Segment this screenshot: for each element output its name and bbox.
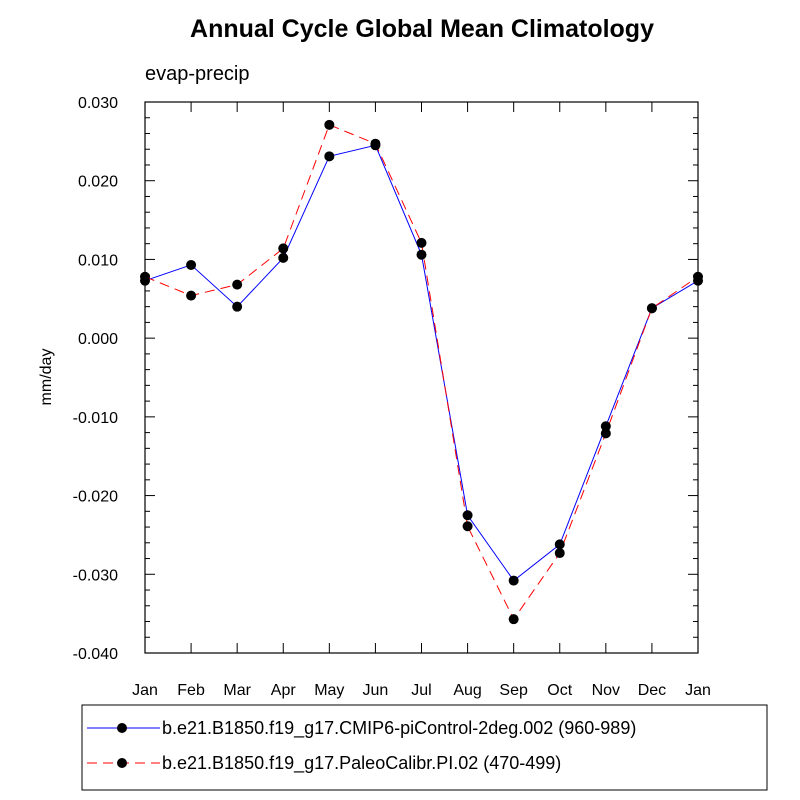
y-tick-label: 0.020 bbox=[78, 174, 118, 191]
data-point-series-2 bbox=[554, 548, 565, 559]
data-point-series-1 bbox=[232, 301, 243, 312]
x-tick-label: Mar bbox=[223, 682, 251, 699]
legend: b.e21.B1850.f19_g17.CMIP6-piControl-2deg… bbox=[81, 704, 768, 791]
x-tick-label: May bbox=[314, 682, 344, 699]
data-point-series-2 bbox=[646, 303, 657, 314]
x-tick-label: Aug bbox=[453, 682, 481, 699]
x-tick-label: Apr bbox=[271, 682, 297, 699]
data-point-series-1 bbox=[278, 252, 289, 263]
y-tick-label: 0.030 bbox=[78, 95, 118, 112]
data-point-series-2 bbox=[370, 138, 381, 149]
x-tick-label: Oct bbox=[547, 682, 572, 699]
x-tick-label: Dec bbox=[638, 682, 666, 699]
y-tick-label: 0.000 bbox=[78, 331, 118, 348]
y-tick-label: -0.040 bbox=[73, 646, 118, 663]
data-point-series-1 bbox=[324, 151, 335, 162]
data-point-series-1 bbox=[462, 510, 473, 521]
data-point-series-2 bbox=[232, 279, 243, 290]
y-tick-label: 0.010 bbox=[78, 252, 118, 269]
legend-box bbox=[81, 704, 768, 791]
plot-frame bbox=[144, 101, 699, 654]
legend-marker-2 bbox=[117, 758, 127, 768]
data-point-series-2 bbox=[278, 243, 289, 254]
series-line-1 bbox=[144, 144, 699, 582]
x-tick-label: Feb bbox=[177, 682, 205, 699]
plot-area: -0.040 -0.030 -0.020 -0.010 0.000 0.010 0.020 0… bbox=[73, 95, 711, 699]
series-line-2 bbox=[144, 124, 699, 621]
data-point-series-1 bbox=[554, 539, 565, 550]
x-tick-label: Jan bbox=[132, 682, 158, 699]
data-point-series-2 bbox=[140, 271, 150, 282]
data-point-series-1 bbox=[508, 575, 519, 586]
y-tick-label: -0.020 bbox=[73, 489, 118, 506]
data-point-series-2 bbox=[416, 237, 427, 248]
x-tick-label: Sep bbox=[499, 682, 528, 699]
x-tick-label: Jun bbox=[363, 682, 389, 699]
x-tick-label: Nov bbox=[592, 682, 620, 699]
legend-label-2: b.e21.B1850.f19_g17.PaleoCalibr.PI.02 (4… bbox=[162, 753, 561, 774]
x-tick-label: Jul bbox=[411, 682, 431, 699]
data-point-series-1 bbox=[416, 249, 427, 260]
data-point-series-2 bbox=[462, 521, 473, 532]
data-point-series-1 bbox=[186, 259, 197, 270]
y-axis-label: mm/day bbox=[38, 349, 55, 406]
legend-label-1: b.e21.B1850.f19_g17.CMIP6-piControl-2deg… bbox=[162, 718, 636, 739]
chart-subtitle: evap-precip bbox=[145, 63, 250, 85]
legend-marker-1 bbox=[117, 723, 127, 733]
x-tick-label: Jan bbox=[685, 682, 711, 699]
data-point-series-2 bbox=[600, 428, 611, 439]
data-point-series-2 bbox=[508, 614, 519, 625]
y-tick-label: -0.010 bbox=[73, 410, 118, 427]
data-point-series-2 bbox=[693, 271, 703, 282]
data-point-series-2 bbox=[186, 290, 197, 301]
y-tick-label: -0.030 bbox=[73, 567, 118, 584]
chart-title: Annual Cycle Global Mean Climatology bbox=[190, 15, 654, 43]
data-point-series-1 bbox=[600, 421, 611, 432]
data-point-series-2 bbox=[324, 119, 335, 130]
